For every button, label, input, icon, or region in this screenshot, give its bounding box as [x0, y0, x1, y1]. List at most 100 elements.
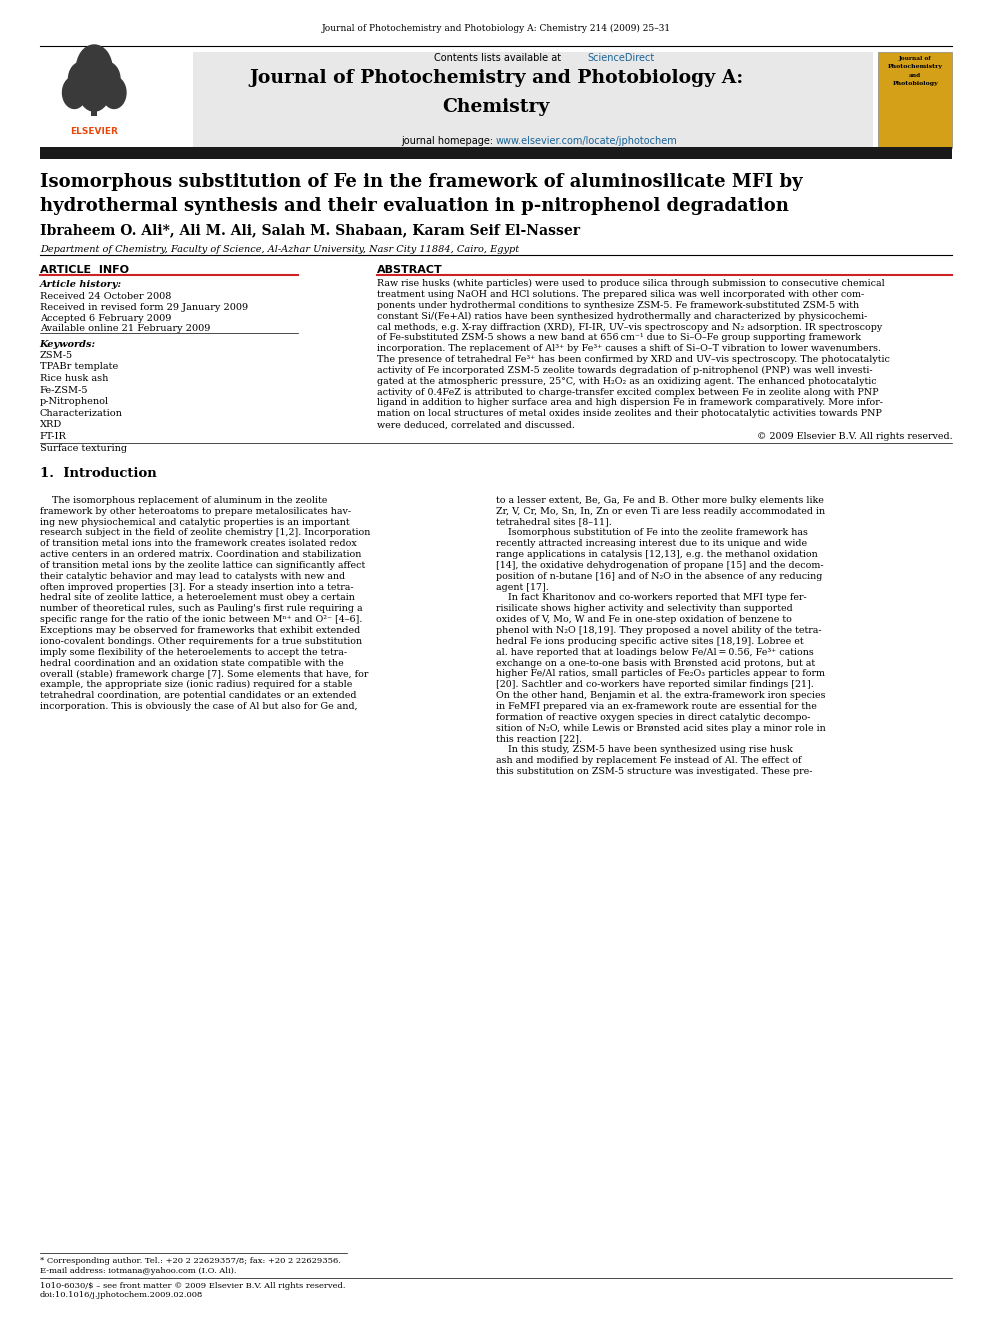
Text: tetrahedral sites [8–11].: tetrahedral sites [8–11]. — [496, 517, 612, 527]
Text: framework by other heteroatoms to prepare metalosilicates hav-: framework by other heteroatoms to prepar… — [40, 507, 351, 516]
Text: hydrothermal synthesis and their evaluation in p-nitrophenol degradation: hydrothermal synthesis and their evaluat… — [40, 197, 789, 216]
Text: and: and — [909, 73, 922, 78]
Text: ZSM-5: ZSM-5 — [40, 351, 72, 360]
Text: recently attracted increasing interest due to its unique and wide: recently attracted increasing interest d… — [496, 540, 807, 548]
Text: Isomorphous substitution of Fe into the zeolite framework has: Isomorphous substitution of Fe into the … — [496, 528, 807, 537]
Text: doi:10.1016/j.jphotochem.2009.02.008: doi:10.1016/j.jphotochem.2009.02.008 — [40, 1291, 203, 1299]
Text: number of theoretical rules, such as Pauling's first rule requiring a: number of theoretical rules, such as Pau… — [40, 605, 362, 614]
Text: specific range for the ratio of the ionic between Mⁿ⁺ and O²⁻ [4–6].: specific range for the ratio of the ioni… — [40, 615, 362, 624]
Text: 1.  Introduction: 1. Introduction — [40, 467, 157, 480]
Text: In this study, ZSM-5 have been synthesized using rise husk: In this study, ZSM-5 have been synthesiz… — [496, 745, 793, 754]
Circle shape — [78, 69, 110, 111]
Text: Available online 21 February 2009: Available online 21 February 2009 — [40, 324, 210, 333]
Text: XRD: XRD — [40, 421, 62, 430]
Text: Surface texturing: Surface texturing — [40, 443, 127, 452]
Text: 1010-6030/$ – see front matter © 2009 Elsevier B.V. All rights reserved.: 1010-6030/$ – see front matter © 2009 El… — [40, 1282, 345, 1290]
Text: Keywords:: Keywords: — [40, 340, 96, 349]
Text: Article history:: Article history: — [40, 280, 122, 290]
Text: [14], the oxidative dehydrogenation of propane [15] and the decom-: [14], the oxidative dehydrogenation of p… — [496, 561, 823, 570]
Text: constant Si/(Fe+Al) ratios have been synthesized hydrothermally and characterize: constant Si/(Fe+Al) ratios have been syn… — [377, 312, 867, 320]
Text: Photochemistry: Photochemistry — [888, 64, 942, 69]
Text: Journal of: Journal of — [899, 56, 931, 61]
Text: of transition metal ions by the zeolite lattice can significantly affect: of transition metal ions by the zeolite … — [40, 561, 365, 570]
Text: Ibraheem O. Ali*, Ali M. Ali, Salah M. Shabaan, Karam Seif El-Nasser: Ibraheem O. Ali*, Ali M. Ali, Salah M. S… — [40, 224, 579, 238]
Text: incorporation. The replacement of Al³⁺ by Fe³⁺ causes a shift of Si–O–T vibratio: incorporation. The replacement of Al³⁺ b… — [377, 344, 881, 353]
FancyBboxPatch shape — [91, 93, 97, 116]
Circle shape — [68, 62, 94, 97]
Text: ScienceDirect: ScienceDirect — [587, 53, 655, 64]
Text: incorporation. This is obviously the case of Al but also for Ge and,: incorporation. This is obviously the cas… — [40, 703, 357, 710]
FancyBboxPatch shape — [878, 52, 952, 148]
Text: treatment using NaOH and HCl solutions. The prepared silica was well incorporate: treatment using NaOH and HCl solutions. … — [377, 290, 864, 299]
Text: journal homepage:: journal homepage: — [401, 136, 496, 147]
Text: Rice husk ash: Rice husk ash — [40, 374, 108, 382]
Text: ELSEVIER: ELSEVIER — [70, 127, 118, 136]
Text: mation on local structures of metal oxides inside zeolites and their photocataly: mation on local structures of metal oxid… — [377, 409, 882, 418]
Text: oxides of V, Mo, W and Fe in one-step oxidation of benzene to: oxides of V, Mo, W and Fe in one-step ox… — [496, 615, 792, 624]
Text: Photobiology: Photobiology — [892, 81, 938, 86]
Text: activity of Fe incorporated ZSM-5 zeolite towards degradation of p-nitrophenol (: activity of Fe incorporated ZSM-5 zeolit… — [377, 366, 873, 374]
Text: Received in revised form 29 January 2009: Received in revised form 29 January 2009 — [40, 303, 248, 312]
Text: * Corresponding author. Tel.: +20 2 22629357/8; fax: +20 2 22629356.: * Corresponding author. Tel.: +20 2 2262… — [40, 1257, 340, 1265]
Text: this reaction [22].: this reaction [22]. — [496, 734, 582, 744]
Text: phenol with N₂O [18,19]. They proposed a novel ability of the tetra-: phenol with N₂O [18,19]. They proposed a… — [496, 626, 821, 635]
Text: Journal of Photochemistry and Photobiology A:: Journal of Photochemistry and Photobiolo… — [249, 69, 743, 87]
Text: Zr, V, Cr, Mo, Sn, In, Zn or even Ti are less readily accommodated in: Zr, V, Cr, Mo, Sn, In, Zn or even Ti are… — [496, 507, 825, 516]
Text: example, the appropriate size (ionic radius) required for a stable: example, the appropriate size (ionic rad… — [40, 680, 352, 689]
Circle shape — [102, 77, 126, 108]
Text: ABSTRACT: ABSTRACT — [377, 265, 442, 275]
FancyBboxPatch shape — [40, 147, 952, 159]
Text: activity of 0.4FeZ is attributed to charge-transfer excited complex between Fe i: activity of 0.4FeZ is attributed to char… — [377, 388, 879, 397]
Text: TPABr template: TPABr template — [40, 363, 118, 372]
Text: [20]. Sachtler and co-workers have reported similar findings [21].: [20]. Sachtler and co-workers have repor… — [496, 680, 813, 689]
Text: often improved properties [3]. For a steady insertion into a tetra-: often improved properties [3]. For a ste… — [40, 582, 353, 591]
Text: Journal of Photochemistry and Photobiology A: Chemistry 214 (2009) 25–31: Journal of Photochemistry and Photobiolo… — [321, 24, 671, 33]
Text: ligand in addition to higher surface area and high dispersion Fe in framework co: ligand in addition to higher surface are… — [377, 398, 883, 407]
Text: higher Fe/Al ratios, small particles of Fe₂O₃ particles appear to form: higher Fe/Al ratios, small particles of … — [496, 669, 825, 679]
Text: range applications in catalysis [12,13], e.g. the methanol oxidation: range applications in catalysis [12,13],… — [496, 550, 817, 560]
Text: In fact Kharitonov and co-workers reported that MFI type fer-: In fact Kharitonov and co-workers report… — [496, 594, 806, 602]
Text: this substitution on ZSM-5 structure was investigated. These pre-: this substitution on ZSM-5 structure was… — [496, 767, 812, 777]
Text: Exceptions may be observed for frameworks that exhibit extended: Exceptions may be observed for framework… — [40, 626, 360, 635]
Text: ARTICLE  INFO: ARTICLE INFO — [40, 265, 129, 275]
Text: to a lesser extent, Be, Ga, Fe and B. Other more bulky elements like: to a lesser extent, Be, Ga, Fe and B. Ot… — [496, 496, 824, 505]
Text: gated at the atmospheric pressure, 25°C, with H₂O₂ as an oxidizing agent. The en: gated at the atmospheric pressure, 25°C,… — [377, 377, 877, 386]
Circle shape — [62, 77, 86, 108]
Text: E-mail address: iotmana@yahoo.com (I.O. Ali).: E-mail address: iotmana@yahoo.com (I.O. … — [40, 1267, 236, 1275]
Text: were deduced, correlated and discussed.: were deduced, correlated and discussed. — [377, 421, 574, 429]
Text: ing new physiochemical and catalytic properties is an important: ing new physiochemical and catalytic pro… — [40, 517, 349, 527]
Text: The isomorphous replacement of aluminum in the zeolite: The isomorphous replacement of aluminum … — [40, 496, 327, 505]
Text: ash and modified by replacement Fe instead of Al. The effect of: ash and modified by replacement Fe inste… — [496, 757, 802, 765]
Text: FT-IR: FT-IR — [40, 433, 66, 441]
Text: al. have reported that at loadings below Fe/Al = 0.56, Fe³⁺ cations: al. have reported that at loadings below… — [496, 648, 813, 656]
Circle shape — [94, 62, 120, 97]
Text: research subject in the field of zeolite chemistry [1,2]. Incorporation: research subject in the field of zeolite… — [40, 528, 370, 537]
Text: formation of reactive oxygen species in direct catalytic decompo-: formation of reactive oxygen species in … — [496, 713, 810, 722]
Text: ponents under hydrothermal conditions to synthesize ZSM-5. Fe framework-substitu: ponents under hydrothermal conditions to… — [377, 300, 859, 310]
Text: hedral site of zeolite lattice, a heteroelement must obey a certain: hedral site of zeolite lattice, a hetero… — [40, 594, 354, 602]
Text: Chemistry: Chemistry — [442, 98, 550, 116]
Text: Characterization: Characterization — [40, 409, 123, 418]
Text: Department of Chemistry, Faculty of Science, Al-Azhar University, Nasr City 1188: Department of Chemistry, Faculty of Scie… — [40, 245, 519, 254]
Text: Raw rise husks (white particles) were used to produce silica through submission : Raw rise husks (white particles) were us… — [377, 279, 885, 288]
Text: sition of N₂O, while Lewis or Brønsted acid sites play a minor role in: sition of N₂O, while Lewis or Brønsted a… — [496, 724, 825, 733]
Text: of Fe-substituted ZSM-5 shows a new band at 656 cm⁻¹ due to Si–O–Fe group suppor: of Fe-substituted ZSM-5 shows a new band… — [377, 333, 861, 343]
Text: hedral coordination and an oxidation state compatible with the: hedral coordination and an oxidation sta… — [40, 659, 343, 668]
Text: On the other hand, Benjamin et al. the extra-framework iron species: On the other hand, Benjamin et al. the e… — [496, 691, 825, 700]
Text: of transition metal ions into the framework creates isolated redox: of transition metal ions into the framew… — [40, 540, 356, 548]
Circle shape — [76, 45, 112, 93]
Text: www.elsevier.com/locate/jphotochem: www.elsevier.com/locate/jphotochem — [496, 136, 678, 147]
Text: their catalytic behavior and may lead to catalysts with new and: their catalytic behavior and may lead to… — [40, 572, 345, 581]
Text: in FeMFI prepared via an ex-framework route are essential for the: in FeMFI prepared via an ex-framework ro… — [496, 703, 816, 710]
FancyBboxPatch shape — [40, 52, 193, 148]
Text: exchange on a one-to-one basis with Brønsted acid protons, but at: exchange on a one-to-one basis with Brøn… — [496, 659, 815, 668]
Text: © 2009 Elsevier B.V. All rights reserved.: © 2009 Elsevier B.V. All rights reserved… — [757, 433, 952, 442]
Text: iono-covalent bondings. Other requirements for a true substitution: iono-covalent bondings. Other requiremen… — [40, 636, 362, 646]
Text: The presence of tetrahedral Fe³⁺ has been confirmed by XRD and UV–vis spectrosco: The presence of tetrahedral Fe³⁺ has bee… — [377, 355, 890, 364]
Text: imply some flexibility of the heteroelements to accept the tetra-: imply some flexibility of the heteroelem… — [40, 648, 347, 656]
Text: risilicate shows higher activity and selectivity than supported: risilicate shows higher activity and sel… — [496, 605, 793, 614]
Text: position of n-butane [16] and of N₂O in the absence of any reducing: position of n-butane [16] and of N₂O in … — [496, 572, 822, 581]
Text: overall (stable) framework charge [7]. Some elements that have, for: overall (stable) framework charge [7]. S… — [40, 669, 368, 679]
Text: tetrahedral coordination, are potential candidates or an extended: tetrahedral coordination, are potential … — [40, 691, 356, 700]
Text: active centers in an ordered matrix. Coordination and stabilization: active centers in an ordered matrix. Coo… — [40, 550, 361, 560]
